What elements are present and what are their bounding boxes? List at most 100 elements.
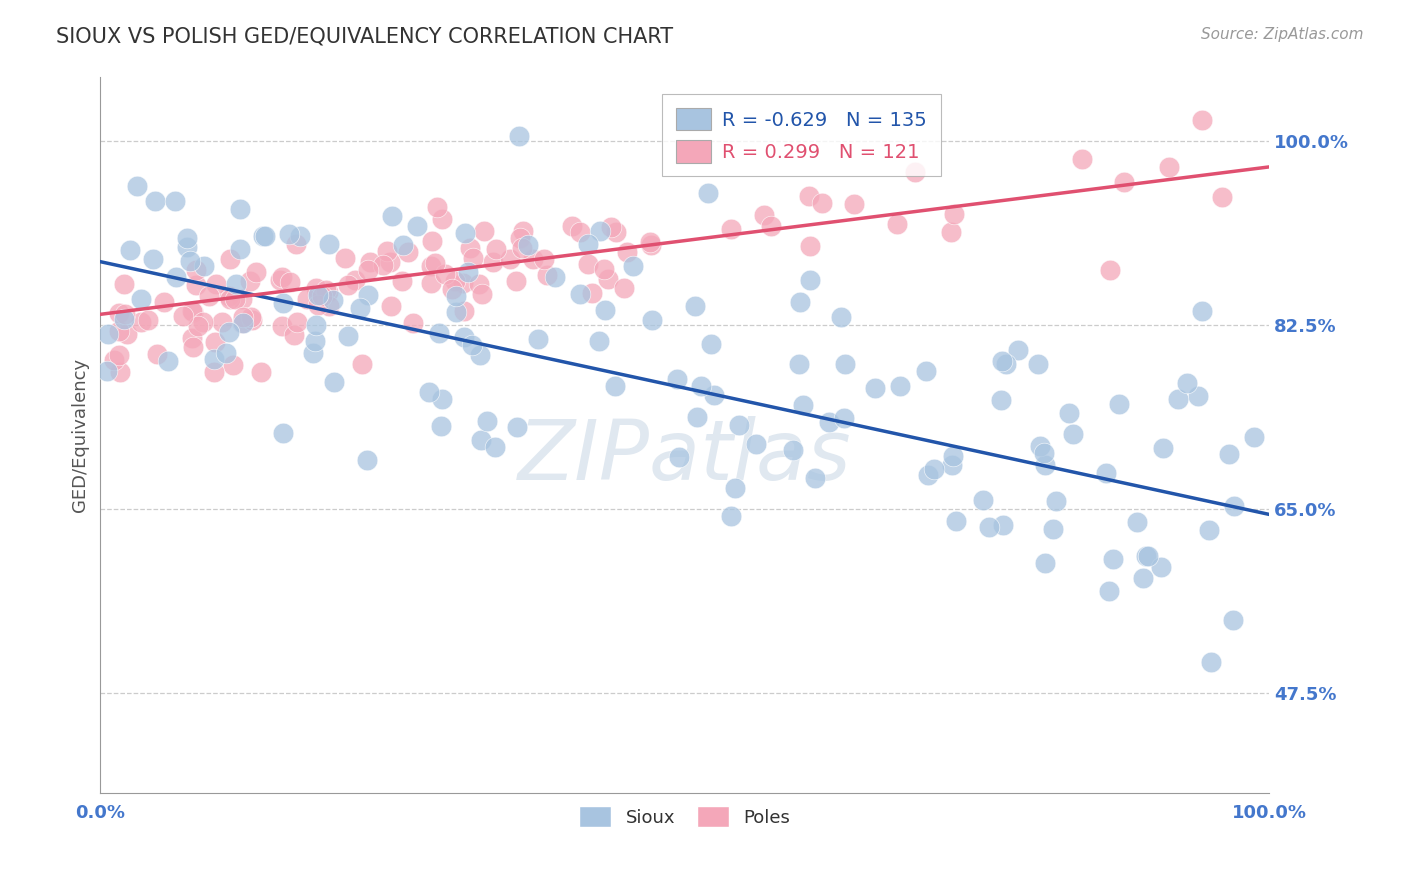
Text: Source: ZipAtlas.com: Source: ZipAtlas.com (1201, 27, 1364, 42)
Point (165, 270, 187, 285)
Point (288, 228, 311, 243)
Point (218, 252, 240, 267)
Point (474, 224, 496, 238)
Point (204, 334, 226, 349)
Point (224, 292, 246, 306)
Point (720, 509, 742, 524)
Point (316, 285, 339, 299)
Point (311, 288, 333, 302)
Point (1132, 571, 1154, 585)
Point (561, 219, 583, 233)
Point (359, 255, 381, 269)
Point (533, 252, 555, 266)
Point (1071, 153, 1094, 167)
Point (759, 219, 782, 234)
Text: ZIPatlas: ZIPatlas (517, 417, 852, 498)
Point (832, 411, 855, 425)
Point (103, 353, 125, 368)
Point (942, 449, 965, 463)
Point (420, 276, 443, 290)
Point (112, 312, 135, 326)
Point (215, 346, 238, 360)
Point (1135, 549, 1157, 564)
Point (271, 269, 294, 284)
Point (202, 365, 225, 379)
Point (745, 437, 768, 451)
Point (181, 340, 204, 354)
Point (471, 287, 494, 301)
Point (198, 289, 221, 303)
Point (179, 253, 201, 268)
Point (690, 378, 713, 392)
Point (191, 314, 214, 328)
Point (172, 310, 194, 324)
Point (1033, 458, 1056, 473)
Point (945, 514, 967, 528)
Point (1191, 304, 1213, 318)
Point (1026, 357, 1049, 371)
Point (616, 244, 638, 259)
Point (1175, 376, 1198, 390)
Point (307, 288, 329, 302)
Point (222, 359, 245, 373)
Point (599, 219, 621, 234)
Point (318, 299, 340, 313)
Point (543, 270, 565, 285)
Point (1112, 175, 1135, 189)
Point (922, 462, 945, 476)
Point (506, 420, 529, 434)
Point (972, 493, 994, 508)
Point (434, 267, 457, 281)
Point (979, 520, 1001, 534)
Point (232, 316, 254, 330)
Point (638, 235, 661, 250)
Point (990, 354, 1012, 368)
Point (204, 351, 226, 366)
Point (720, 222, 742, 236)
Point (499, 252, 522, 266)
Point (108, 324, 131, 338)
Point (315, 283, 337, 297)
Point (817, 415, 839, 429)
Point (683, 299, 706, 313)
Point (357, 288, 380, 302)
Point (470, 433, 492, 447)
Point (1157, 160, 1180, 174)
Point (782, 443, 804, 458)
Point (991, 518, 1014, 533)
Legend: Sioux, Poles: Sioux, Poles (571, 799, 797, 834)
Point (229, 242, 252, 256)
Point (613, 281, 636, 295)
Point (426, 201, 449, 215)
Point (344, 273, 367, 287)
Point (391, 275, 413, 289)
Point (527, 332, 550, 346)
Point (152, 294, 174, 309)
Point (420, 234, 443, 248)
Point (375, 244, 398, 259)
Point (752, 208, 775, 222)
Point (863, 380, 886, 394)
Point (510, 241, 533, 255)
Point (283, 328, 305, 343)
Point (252, 228, 274, 243)
Point (1198, 524, 1220, 538)
Point (129, 292, 152, 306)
Point (804, 470, 827, 484)
Point (468, 277, 491, 292)
Point (218, 289, 240, 303)
Point (1062, 427, 1084, 442)
Point (939, 225, 962, 239)
Point (1167, 392, 1189, 406)
Point (423, 256, 446, 270)
Point (517, 238, 540, 252)
Point (576, 236, 599, 251)
Point (1126, 515, 1149, 529)
Point (107, 305, 129, 319)
Point (453, 304, 475, 318)
Point (305, 318, 328, 332)
Point (193, 259, 215, 273)
Point (603, 378, 626, 392)
Point (186, 277, 208, 292)
Point (125, 179, 148, 194)
